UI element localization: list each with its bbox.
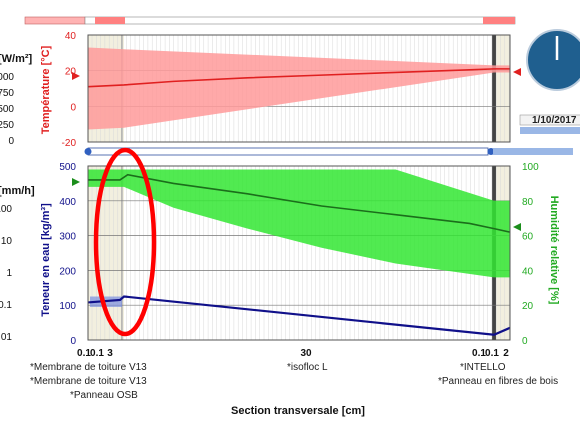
radiation-axis-title: [W/m²] (0, 53, 33, 65)
humidity-tick: 80 (522, 197, 534, 208)
flux-tick: 100 (0, 204, 12, 215)
humidity-tick: 0 (522, 336, 528, 347)
flux-tick: 0.01 (0, 332, 12, 343)
water-content-tick: 100 (59, 301, 76, 312)
date-label: 1/10/2017 (532, 115, 577, 126)
temperature-axis-title: Température [°C] (40, 45, 52, 134)
water-content-tick: 500 (59, 162, 76, 173)
x-tick: 0.1 (90, 348, 104, 359)
layer-fill (494, 35, 510, 142)
boundary-markers (72, 68, 521, 231)
radiation-tick: 0 (8, 136, 14, 147)
humidity-axis-title: Humidité relative [%] (548, 196, 560, 305)
x-tick: 30 (300, 348, 312, 359)
x-tick: 2 (503, 348, 509, 359)
layer-label: *Panneau en fibres de bois (438, 376, 558, 387)
layer-boundary (492, 35, 496, 142)
clock-icon (526, 29, 580, 91)
humidity-tick: 60 (522, 232, 534, 243)
x-tick: 0.1 (485, 348, 499, 359)
water-content-tick: 400 (59, 197, 76, 208)
top-scrollbar[interactable] (24, 16, 516, 25)
flux-tick: 1 (6, 268, 12, 279)
water-content-tick-labels: 500 400 300 200 100 0 (59, 162, 76, 347)
temperature-tick: 0 (70, 102, 76, 113)
radiation-tick: 750 (0, 88, 14, 99)
x-axis-title: Section transversale [cm] (231, 405, 365, 417)
x-tick: 3 (107, 348, 113, 359)
layer-label: *Membrane de toiture V13 (30, 362, 147, 373)
x-tick-labels: 0.1 0.1 3 30 0.1 0.1 2 (77, 348, 509, 359)
water-content-axis-title: Teneur en eau [kg/m³] (40, 203, 52, 317)
humidity-tick: 100 (522, 162, 539, 173)
water-content-tick: 200 (59, 266, 76, 277)
flux-axis-title: [mm/h] (0, 185, 35, 197)
water-content-tick: 300 (59, 232, 76, 243)
layer-label: *Membrane de toiture V13 (30, 376, 147, 387)
flux-tick-labels: 100 10 1 0.1 0.01 (0, 204, 12, 343)
middle-scrollbar[interactable] (84, 147, 574, 156)
humidity-tick: 40 (522, 266, 534, 277)
water-content-tick: 0 (70, 336, 76, 347)
humidity-line (88, 173, 511, 233)
x-tick: 0.1 (472, 348, 486, 359)
water-content-line (87, 295, 511, 336)
flux-tick: 0.1 (0, 300, 12, 311)
flux-tick: 10 (1, 236, 13, 247)
layer-label: *INTELLO (460, 362, 506, 373)
temperature-tick-labels: 40 20 0 -20 (62, 31, 77, 149)
clock-widget: 1/10/2017 (519, 29, 580, 134)
temperature-tick: -20 (62, 138, 77, 149)
temperature-tick: 20 (65, 67, 77, 78)
x-tick: 0.1 (77, 348, 91, 359)
humidity-tick-labels: 100 80 60 40 20 0 (522, 162, 539, 347)
temperature-tick: 40 (65, 31, 77, 42)
highlight-ellipse (93, 147, 157, 337)
layer-label: *Panneau OSB (70, 390, 138, 401)
humidity-range-band (88, 169, 510, 278)
temperature-range-band (88, 47, 510, 130)
temperature-panel (87, 34, 511, 143)
radiation-tick: 500 (0, 104, 14, 115)
humidity-tick: 20 (522, 301, 534, 312)
temperature-line (87, 68, 510, 88)
radiation-tick: 250 (0, 120, 14, 131)
layer-label: *isofloc L (287, 362, 328, 373)
